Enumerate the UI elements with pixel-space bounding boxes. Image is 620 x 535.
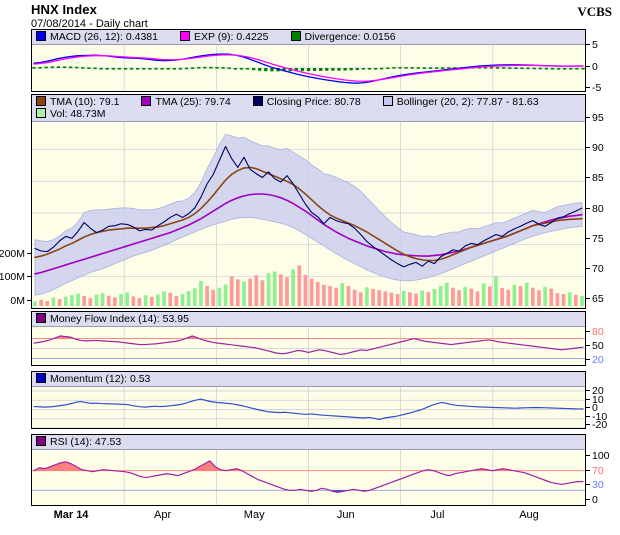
- axis-tick-label: 50: [586, 341, 604, 351]
- x-axis-labels: Mar 14 Apr May Jun Jul Aug: [31, 506, 586, 526]
- legend-item: RSI (14): 47.53: [36, 436, 121, 448]
- legend-item: Bollinger (20, 2): 77.87 - 81.63: [382, 96, 539, 108]
- mfi-legend: Money Flow Index (14): 53.95: [32, 312, 585, 327]
- axis-tick-label: -5: [586, 83, 601, 93]
- legend-swatch-icon: [36, 108, 46, 118]
- macd-axis-right: 5 0 -5: [586, 29, 620, 93]
- axis-tick-label: 65: [586, 294, 604, 304]
- legend-label: EXP (9): 0.4225: [193, 31, 269, 43]
- axis-tick-label: -10: [586, 411, 607, 422]
- axis-tick-label: 20: [586, 386, 604, 396]
- legend-item: Momentum (12): 0.53: [36, 373, 150, 385]
- money-flow-index-panel: Money Flow Index (14): 53.95: [31, 311, 586, 366]
- axis-tick-label: 90: [586, 143, 604, 153]
- legend-row: TMA (10): 79.1 TMA (25): 79.74 Closing Pri…: [36, 96, 585, 108]
- axis-tick-label: 80: [586, 203, 604, 214]
- rsi-axis-right: 100 70 30 0: [586, 434, 620, 506]
- price-legend: TMA (10): 79.1 TMA (25): 79.74 Closing Pri…: [32, 95, 585, 122]
- legend-label: TMA (10): 79.1: [50, 96, 120, 108]
- price-axis-right: 95 90 85 80 75 70 65: [586, 94, 620, 309]
- legend-swatch-icon: [36, 96, 46, 106]
- legend-item: Closing Price: 80.78: [252, 96, 361, 108]
- mfi-axis-right: 80 50 20: [586, 311, 620, 366]
- legend-label: Bollinger (20, 2): 77.87 - 81.63: [396, 96, 539, 108]
- legend-label: Vol: 48.73M: [50, 108, 106, 120]
- mfi-plot-svg: [32, 312, 585, 365]
- legend-swatch-icon: [36, 436, 46, 446]
- page-title: HNX Index: [31, 2, 97, 17]
- legend-swatch-icon: [36, 373, 46, 383]
- legend-label: Money Flow Index (14): 53.95: [50, 313, 189, 325]
- volume-axis-tick-label: 100M: [0, 272, 31, 282]
- axis-tick-label: 100: [586, 451, 610, 461]
- rsi-panel: RSI (14): 47.53: [31, 434, 586, 506]
- axis-tick-label: 80: [586, 327, 604, 337]
- legend-label: Closing Price: 80.78: [266, 96, 361, 108]
- axis-tick-label: 70: [586, 465, 604, 476]
- momentum-plot-svg: [32, 372, 585, 428]
- momentum-axis-right: 20 10 0 -10 -20: [586, 371, 620, 430]
- legend-swatch-icon: [36, 31, 46, 41]
- legend-swatch-icon: [252, 96, 263, 106]
- macd-legend: MACD (26, 12): 0.4381 EXP (9): 0.4225 Dive…: [32, 30, 585, 45]
- price-plot-svg: [32, 95, 585, 308]
- legend-swatch-icon: [382, 96, 393, 106]
- legend-label: RSI (14): 47.53: [50, 436, 122, 448]
- axis-tick-label: 85: [586, 173, 604, 184]
- legend-label: Momentum (12): 0.53: [50, 373, 151, 385]
- axis-tick-label: 70: [586, 264, 604, 274]
- axis-tick-label: 20: [586, 355, 604, 365]
- axis-tick-label: 0: [586, 495, 598, 505]
- legend-item: TMA (25): 79.74: [141, 96, 231, 108]
- legend-item: TMA (10): 79.1: [36, 96, 119, 108]
- volume-axis-left: 200M 100M 0M: [0, 94, 31, 309]
- legend-label: Divergence: 0.0156: [304, 31, 396, 43]
- axis-tick-label: 95: [586, 113, 604, 123]
- rsi-plot-svg: [32, 435, 585, 505]
- x-axis-tick-label: Aug: [519, 509, 539, 521]
- axis-tick-label: -20: [586, 420, 607, 430]
- momentum-panel: Momentum (12): 0.53: [31, 371, 586, 429]
- brand-label: VCBS: [577, 4, 612, 19]
- legend-swatch-icon: [141, 96, 152, 106]
- legend-item: Vol: 48.73M: [36, 108, 105, 120]
- macd-plot-svg: [32, 30, 585, 91]
- legend-swatch-icon: [179, 31, 190, 41]
- rsi-legend: RSI (14): 47.53: [32, 435, 585, 450]
- axis-tick-label: 0: [586, 61, 598, 72]
- chart-subtitle: 07/08/2014 - Daily chart: [31, 18, 148, 30]
- legend-row: Vol: 48.73M: [36, 108, 585, 120]
- volume-axis-tick-label: 0M: [10, 296, 31, 306]
- volume-axis-tick-label: 200M: [0, 249, 31, 259]
- x-axis-tick-label: May: [243, 509, 265, 521]
- legend-item: EXP (9): 0.4225: [179, 31, 269, 43]
- axis-tick-label: 0: [586, 403, 598, 413]
- legend-item: MACD (26, 12): 0.4381: [36, 31, 158, 43]
- price-plot: [31, 94, 586, 309]
- axis-tick-label: 30: [586, 480, 604, 491]
- legend-swatch-icon: [36, 313, 46, 323]
- axis-tick-label: 10: [586, 394, 604, 405]
- x-axis-tick-label: Jun: [336, 509, 355, 521]
- axis-tick-label: 75: [586, 233, 604, 244]
- legend-label: MACD (26, 12): 0.4381: [50, 31, 158, 43]
- x-axis-tick-label: Mar 14: [53, 509, 89, 521]
- momentum-legend: Momentum (12): 0.53: [32, 372, 585, 387]
- legend-swatch-icon: [290, 31, 301, 41]
- legend-item: Money Flow Index (14): 53.95: [36, 313, 189, 325]
- price-panel: TMA (10): 79.1 TMA (25): 79.74 Closing Pri…: [31, 94, 586, 309]
- macd-panel: MACD (26, 12): 0.4381 EXP (9): 0.4225 Dive…: [31, 29, 586, 92]
- axis-tick-label: 5: [586, 40, 598, 50]
- x-axis-tick-label: Apr: [154, 509, 172, 521]
- legend-item: Divergence: 0.0156: [290, 31, 396, 43]
- x-axis-tick-label: Jul: [430, 509, 445, 521]
- legend-label: TMA (25): 79.74: [155, 96, 231, 108]
